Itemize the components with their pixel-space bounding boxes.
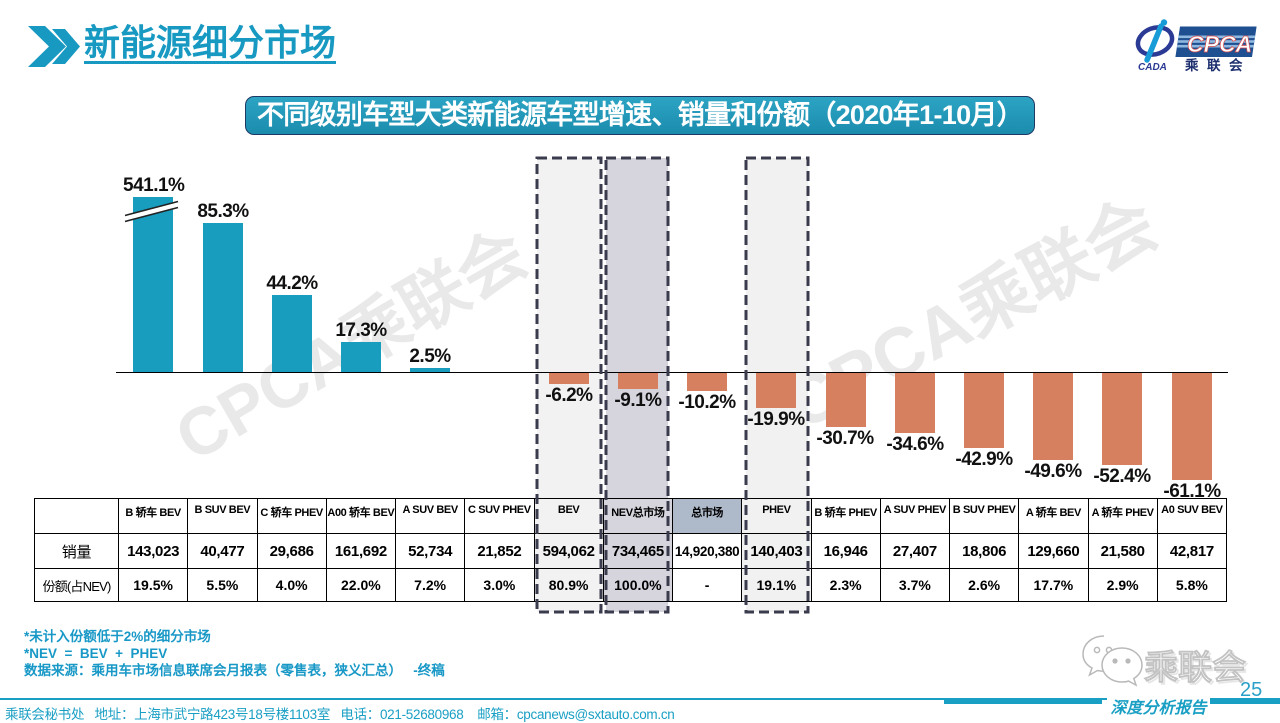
svg-text:乘联会: 乘联会 [1146,651,1248,689]
svg-text:CPCA: CPCA [1187,31,1252,57]
svg-text:CADA: CADA [1138,62,1167,73]
svg-text:乘联会: 乘联会 [1144,649,1246,687]
svg-text:乘联会: 乘联会 [1184,57,1251,73]
